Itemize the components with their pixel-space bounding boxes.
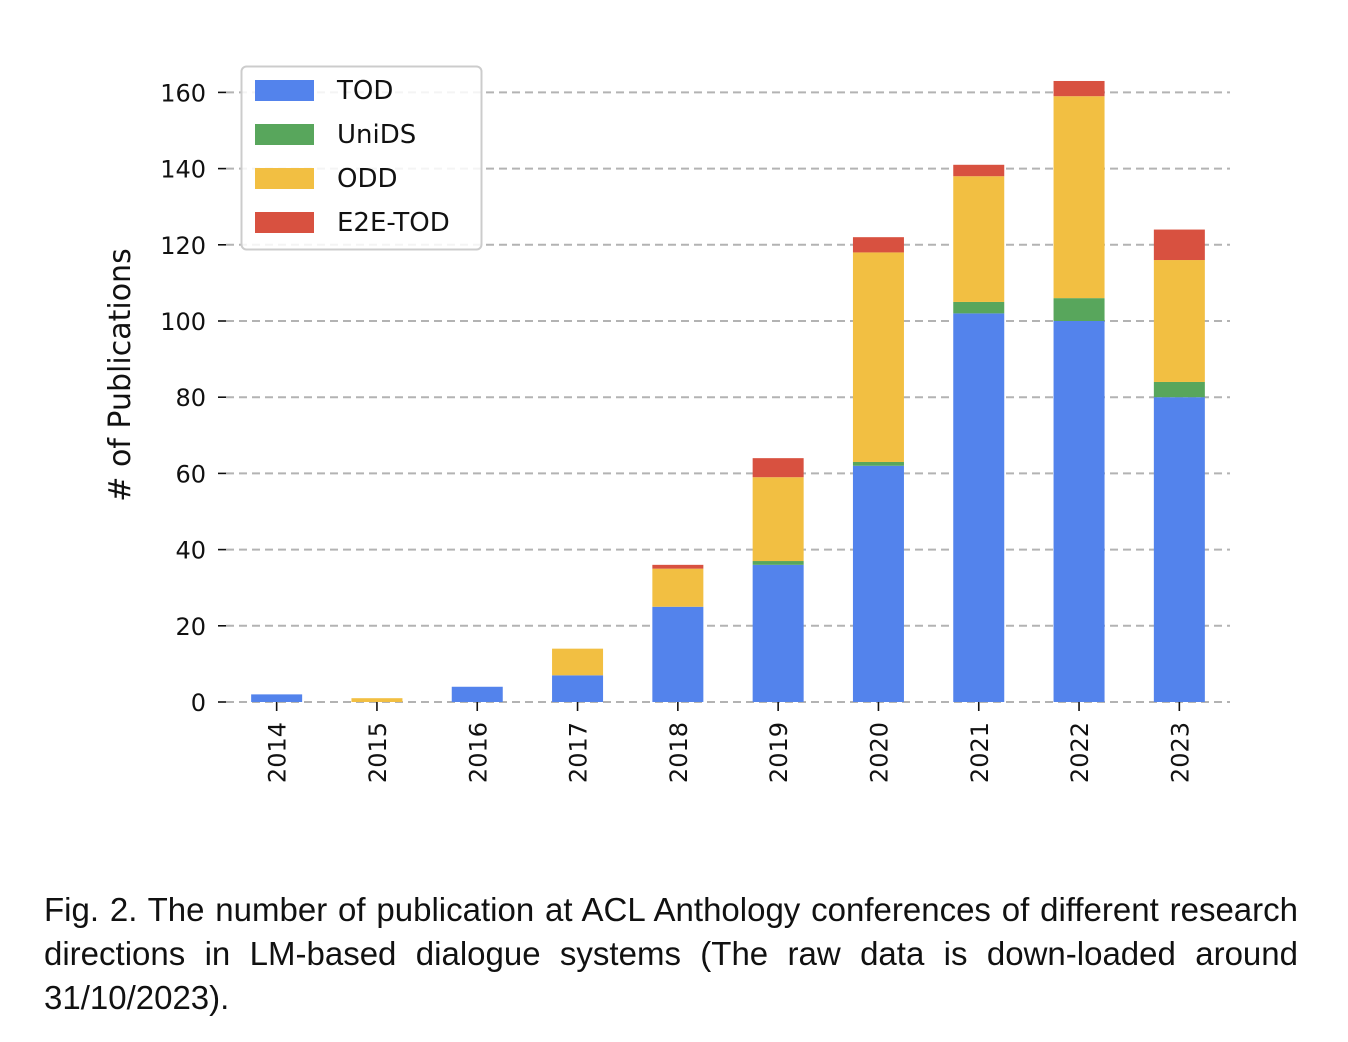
x-tick-label: 2020	[865, 722, 893, 783]
y-tick-label: 100	[160, 308, 206, 336]
bar-tod-2023	[1153, 397, 1205, 702]
x-tick-label: 2022	[1066, 722, 1094, 783]
bar-tod-2020	[852, 465, 904, 702]
bar-unids-2019	[752, 561, 804, 565]
bar-tod-2017	[552, 675, 604, 702]
x-axis: 2014 2015 2016 2017 2018 2019 2020 2021 2022 2023	[264, 702, 1194, 783]
x-tick-label: 2017	[565, 722, 593, 783]
bar-odd-2020	[852, 252, 904, 462]
legend-swatch-odd	[255, 168, 314, 189]
y-axis: 0 20 40 60 80 100 120 140 160	[160, 79, 226, 717]
bar-odd-2019	[752, 477, 804, 562]
x-tick-label: 2021	[966, 722, 994, 783]
bar-unids-2023	[1153, 381, 1205, 398]
bar-tod-2014	[251, 694, 303, 702]
x-tick-label: 2015	[364, 722, 392, 783]
y-tick-label: 120	[160, 232, 206, 260]
x-tick-label: 2023	[1166, 722, 1194, 783]
y-axis-label: # of Publications	[103, 248, 138, 501]
bar-e2e-tod-2019	[752, 458, 804, 478]
y-tick-label: 60	[175, 460, 206, 488]
y-tick-label: 160	[160, 79, 206, 107]
bar-e2e-tod-2023	[1153, 229, 1205, 261]
legend: TOD UniDS ODD E2E-TOD	[240, 65, 483, 251]
legend-box	[240, 65, 483, 251]
y-tick-label: 80	[175, 384, 206, 412]
bar-tod-2016	[451, 686, 503, 702]
figure-caption: Fig. 2. The number of publication at ACL…	[44, 891, 1298, 1016]
legend-label-e2e-tod: E2E-TOD	[337, 208, 450, 238]
bar-unids-2020	[852, 461, 904, 466]
bar-tod-2018	[652, 606, 704, 702]
bar-odd-2022	[1053, 96, 1105, 299]
legend-swatch-unids	[255, 124, 314, 145]
bar-e2e-tod-2018	[652, 564, 704, 569]
legend-label-unids: UniDS	[337, 120, 416, 150]
bar-odd-2015	[351, 698, 403, 702]
bar-odd-2021	[953, 176, 1005, 302]
bar-tod-2019	[752, 564, 804, 702]
legend-label-tod: TOD	[336, 76, 393, 106]
y-tick-label: 140	[160, 156, 206, 184]
bar-tod-2021	[953, 313, 1005, 702]
legend-label-odd: ODD	[337, 164, 398, 194]
bar-e2e-tod-2020	[852, 237, 904, 253]
x-tick-label: 2018	[665, 722, 693, 783]
y-tick-label: 20	[175, 613, 206, 641]
bar-tod-2022	[1053, 321, 1105, 702]
y-tick-label: 0	[191, 689, 206, 717]
bar-odd-2017	[552, 648, 604, 676]
y-tick-label: 40	[175, 537, 206, 565]
x-tick-label: 2014	[264, 722, 292, 783]
bar-odd-2018	[652, 568, 704, 607]
legend-swatch-e2e-tod	[255, 212, 314, 233]
x-tick-label: 2019	[765, 722, 793, 783]
bar-unids-2021	[953, 301, 1005, 314]
bars	[251, 80, 1205, 702]
legend-swatch-tod	[255, 80, 314, 101]
bar-e2e-tod-2021	[953, 164, 1005, 177]
bar-unids-2022	[1053, 298, 1105, 321]
x-tick-label: 2016	[464, 722, 492, 783]
bar-e2e-tod-2022	[1053, 80, 1105, 97]
bar-odd-2023	[1153, 260, 1205, 382]
